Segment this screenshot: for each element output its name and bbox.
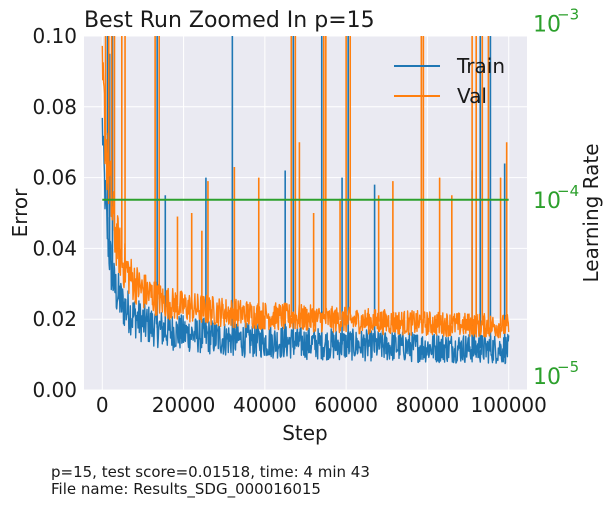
lr-tick-exponent: −4	[557, 182, 579, 200]
series-band	[101, 45, 510, 339]
x-tick-label: 100000	[471, 393, 547, 417]
chart-title: Best Run Zoomed In p=15	[84, 8, 375, 33]
series-layer	[101, 36, 510, 365]
caption-line-2: File name: Results_SDG_000016015	[51, 480, 321, 498]
lr-tick-label: 10	[533, 365, 561, 390]
legend-label: Train	[456, 54, 505, 78]
y-tick-label: 0.06	[32, 166, 77, 190]
x-tick-label: 20000	[152, 393, 216, 417]
y-tick-label: 0.10	[32, 24, 77, 48]
lr-axis-title: Learning Rate	[579, 143, 603, 282]
caption-line-1: p=15, test score=0.01518, time: 4 min 43	[51, 463, 370, 481]
y-tick-label: 0.00	[32, 378, 77, 402]
x-tick-label: 40000	[233, 393, 297, 417]
y-tick-label: 0.02	[32, 307, 77, 331]
lr-tick-exponent: −3	[557, 6, 579, 24]
legend-label: Val	[457, 84, 487, 108]
x-tick-label: 60000	[314, 393, 378, 417]
lr-tick-exponent: −5	[557, 358, 579, 376]
x-tick-label: 80000	[396, 393, 460, 417]
lr-tick-label: 10	[533, 13, 561, 38]
x-tick-label: 0	[96, 393, 109, 417]
y-tick-label: 0.04	[32, 236, 77, 260]
y-tick-label: 0.08	[32, 95, 77, 119]
legend: Train Val	[394, 54, 505, 108]
ticks: 0 20000 40000 60000 80000 100000 0.00 0.02 0.04 0…	[32, 6, 579, 417]
x-axis-title: Step	[282, 421, 328, 445]
series-val	[101, 36, 510, 339]
lr-tick-label: 10	[533, 189, 561, 214]
y-axis-title: Error	[8, 188, 32, 238]
